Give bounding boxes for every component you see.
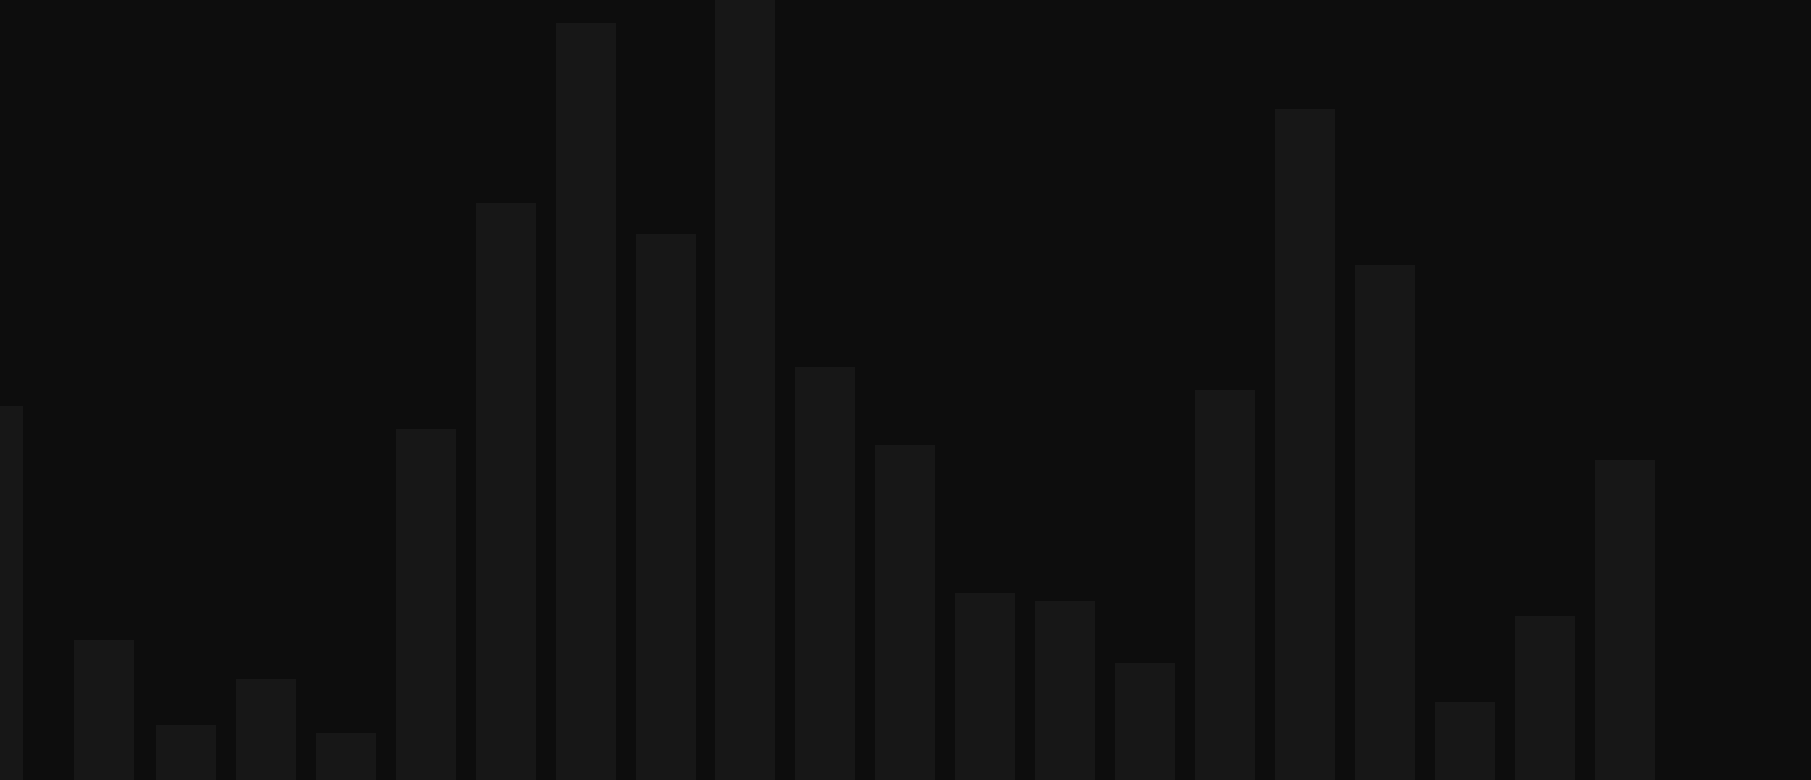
visual-bar [1035,601,1095,780]
visual-bar [1115,663,1175,780]
visual-bar [556,23,616,780]
visual-bar [636,234,696,780]
visual-bar [316,733,376,780]
visual-bar [875,445,935,780]
visual-bar [1515,616,1575,780]
visual-bar [795,367,855,780]
visual-bar [396,429,456,780]
visual-bar [74,640,134,780]
visual-bar [1355,265,1415,780]
visual-bar [0,406,23,780]
visual-bar [715,0,775,780]
visual-bar [1275,109,1335,780]
visual-bar [955,593,1015,780]
visual-bar [476,203,536,780]
visual-bar [1195,390,1255,780]
visual-bar [1595,460,1655,780]
visual-bar [156,725,216,780]
visual-bar [1435,702,1495,780]
visual-bar [236,679,296,780]
